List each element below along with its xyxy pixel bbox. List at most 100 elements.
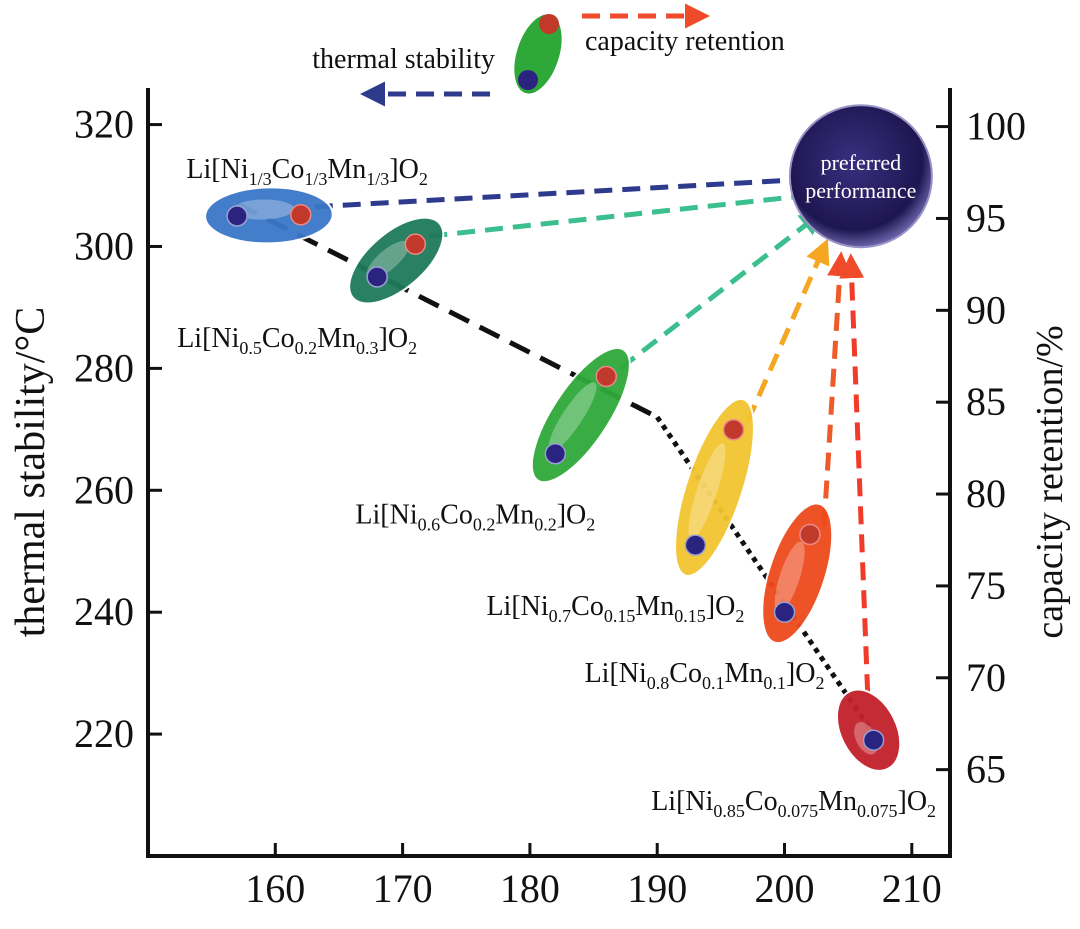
label-text: Co xyxy=(571,591,604,622)
y-left-tick-label: 280 xyxy=(74,345,134,390)
thermal-point xyxy=(773,601,796,623)
material-label: Li[Ni0.7Co0.15Mn0.15]O2 xyxy=(486,591,744,626)
y-right-tick-label: 70 xyxy=(966,655,1006,700)
label-text: Mn xyxy=(495,500,534,531)
material-labels: Li[Ni1/3Co1/3Mn1/3]O2Li[Ni0.5Co0.2Mn0.3]… xyxy=(177,154,936,821)
material-label: Li[Ni0.6Co0.2Mn0.2]O2 xyxy=(355,500,595,535)
material-highlight xyxy=(774,541,805,613)
x-tick-label: 170 xyxy=(373,866,433,911)
label-subscript: 0.2 xyxy=(473,515,496,535)
y-left-tick-label: 300 xyxy=(74,223,134,268)
label-text: Mn xyxy=(635,591,674,622)
label-text: Mn xyxy=(724,658,763,689)
retention-point xyxy=(595,365,618,388)
retention-point xyxy=(404,233,427,255)
axes: 160 170 180 190 200 2102202402602803003206570… xyxy=(8,88,1071,929)
label-subscript: 0.8 xyxy=(647,673,670,693)
y-left-axis-label: thermal stability/°C xyxy=(8,307,54,638)
label-subscript: 0.85 xyxy=(713,801,745,821)
label-subscript: 0.6 xyxy=(418,515,441,535)
material-markers xyxy=(204,186,902,772)
y-right-tick-label: 65 xyxy=(966,747,1006,792)
arrow-to-target xyxy=(429,182,834,239)
x-tick-label: 200 xyxy=(755,866,815,911)
label-text: Li[Ni xyxy=(651,786,713,817)
target-label-line2: performance xyxy=(805,178,916,203)
label-text: Li[Ni xyxy=(355,500,417,531)
arrow-to-target xyxy=(618,210,825,371)
label-subscript: 1/3 xyxy=(366,169,389,189)
material-ellipse xyxy=(204,186,334,245)
label-text: Co xyxy=(440,500,473,531)
thermal-point xyxy=(862,729,885,751)
label-text: Li[Ni xyxy=(186,154,248,185)
thermal-point xyxy=(544,442,567,465)
label-subscript: 2 xyxy=(419,169,428,189)
y-right-tick-label: 100 xyxy=(966,104,1026,149)
legend-ellipse xyxy=(512,12,564,96)
retention-point xyxy=(290,204,312,226)
y-right-tick-label: 75 xyxy=(966,563,1006,608)
thermal-point xyxy=(226,205,248,227)
legend-thermal-point xyxy=(518,70,538,90)
label-subscript: 0.1 xyxy=(763,673,786,693)
retention-point xyxy=(722,418,745,441)
label-subscript: 0.1 xyxy=(702,673,725,693)
label-text: Li[Ni xyxy=(486,591,548,622)
label-text: Co xyxy=(272,154,305,185)
label-text: ]O xyxy=(706,591,736,622)
y-right-tick-label: 85 xyxy=(966,379,1006,424)
label-subscript: 0.7 xyxy=(549,606,572,626)
arrow-to-target xyxy=(745,238,830,423)
label-subscript: 0.15 xyxy=(674,606,706,626)
label-text: ]O xyxy=(557,500,587,531)
label-text: Co xyxy=(745,786,778,817)
label-subscript: 0.2 xyxy=(534,515,557,535)
y-left-tick-label: 220 xyxy=(74,711,134,756)
x-tick-label: 180 xyxy=(500,866,560,911)
legend-retention-point xyxy=(539,14,559,34)
material-highlight xyxy=(548,382,597,452)
label-subscript: 1/3 xyxy=(249,169,272,189)
label-text: ]O xyxy=(379,323,409,354)
preferred-performance-target: preferred performance xyxy=(788,104,933,249)
label-subscript: 0.15 xyxy=(604,606,636,626)
label-subscript: 0.5 xyxy=(239,338,262,358)
label-subscript: 0.2 xyxy=(295,338,318,358)
arrow-to-target xyxy=(821,251,853,527)
label-text: Mn xyxy=(818,786,857,817)
thermal-point xyxy=(684,534,707,556)
label-subscript: 2 xyxy=(927,801,936,821)
x-tick-label: 210 xyxy=(882,866,942,911)
material-ellipse xyxy=(674,397,755,577)
label-text: ]O xyxy=(786,658,816,689)
label-subscript: 0.3 xyxy=(356,338,379,358)
y-right-tick-label: 80 xyxy=(966,471,1006,516)
legend-thermal-label: thermal stability xyxy=(312,44,495,75)
performance-arrows xyxy=(314,166,871,693)
legend: capacity retention thermal stability xyxy=(312,3,785,107)
target-label-line1: preferred xyxy=(821,150,902,175)
label-text: Li[Ni xyxy=(585,658,647,689)
label-text: Co xyxy=(262,323,295,354)
arrow-to-target xyxy=(314,166,831,210)
material-highlight xyxy=(688,443,726,540)
arrow-to-target xyxy=(839,253,871,693)
target-circle xyxy=(788,104,933,249)
material-label: Li[Ni0.8Co0.1Mn0.1]O2 xyxy=(585,658,825,693)
label-subscript: 2 xyxy=(815,673,824,693)
label-text: Mn xyxy=(317,323,356,354)
x-axis-label: discharge capacity/mAh g⁻¹ xyxy=(313,924,786,929)
y-left-tick-label: 260 xyxy=(74,467,134,512)
material-label: Li[Ni1/3Co1/3Mn1/3]O2 xyxy=(186,154,427,189)
retention-point xyxy=(799,523,821,546)
label-text: ]O xyxy=(389,154,419,185)
material-label: Li[Ni0.5Co0.2Mn0.3]O2 xyxy=(177,323,417,358)
label-subscript: 2 xyxy=(735,606,744,626)
label-subscript: 1/3 xyxy=(304,169,327,189)
label-text: ]O xyxy=(898,786,928,817)
label-subscript: 2 xyxy=(586,515,595,535)
y-right-tick-label: 90 xyxy=(966,287,1006,332)
x-tick-label: 160 xyxy=(245,866,305,911)
